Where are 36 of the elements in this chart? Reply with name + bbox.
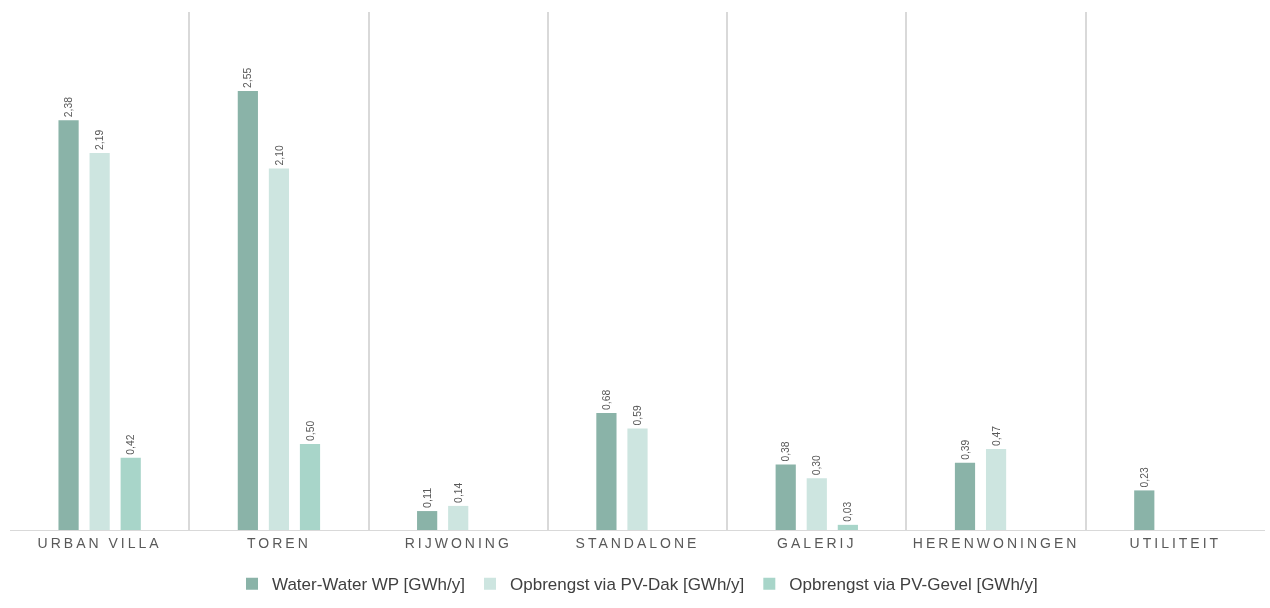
x-tick-label: GALERIJ <box>777 534 857 551</box>
bar <box>58 120 79 530</box>
legend-label: Water-Water WP [GWh/y] <box>272 575 465 595</box>
data-label: 2,10 <box>273 145 285 166</box>
data-label: 0,23 <box>1138 466 1150 488</box>
data-label: 0,39 <box>959 439 971 460</box>
bar <box>237 91 258 530</box>
bar <box>120 457 141 530</box>
data-label: 2,38 <box>63 96 75 118</box>
x-tick-label: URBAN VILLA <box>37 534 162 551</box>
bar <box>1134 490 1155 530</box>
data-label: 2,19 <box>94 129 106 150</box>
bar <box>596 412 617 530</box>
x-tick-label: RIJWONING <box>404 534 512 551</box>
legend-label: Opbrengst via PV-Dak [GWh/y] <box>510 575 745 595</box>
data-label: 0,30 <box>811 454 823 476</box>
x-tick-label: HERENWONINGEN <box>912 534 1080 551</box>
bar <box>837 524 858 530</box>
legend-label: Opbrengst via PV-Gevel [GWh/y] <box>789 575 1038 595</box>
data-label: 0,42 <box>125 434 137 455</box>
bar <box>299 443 321 530</box>
data-label: 0,47 <box>990 425 1002 447</box>
data-label: 0,03 <box>842 501 854 522</box>
x-tick-label: UTILITEIT <box>1129 534 1222 551</box>
bar <box>775 464 796 530</box>
data-label: 0,50 <box>304 420 316 441</box>
data-label: 0,68 <box>601 389 613 410</box>
x-tick-label: TOREN <box>247 534 311 551</box>
x-tick-label: STANDALONE <box>575 534 700 551</box>
data-label: 0,14 <box>452 482 464 503</box>
data-label: 0,38 <box>780 441 792 462</box>
bar <box>954 462 976 530</box>
data-label: 0,11 <box>420 487 433 509</box>
bar <box>417 511 438 530</box>
data-label: 0,59 <box>632 405 644 426</box>
data-label: 2,55 <box>242 67 254 89</box>
